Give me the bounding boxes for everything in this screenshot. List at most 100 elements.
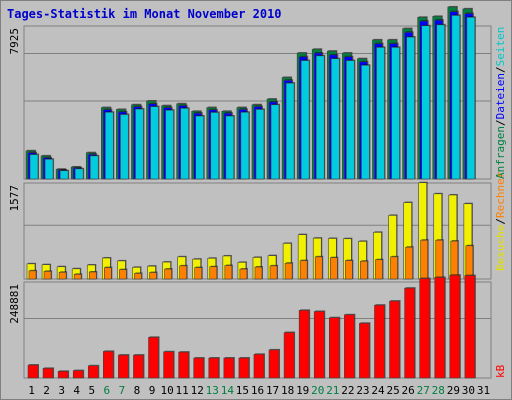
day-label: 22 xyxy=(341,384,354,397)
kb-bar xyxy=(419,278,430,379)
rechner-bar xyxy=(88,271,97,280)
kb-bar xyxy=(449,274,461,379)
seiten-bar xyxy=(120,114,129,180)
panel-2-max-label: 1577 xyxy=(8,185,21,212)
kb-bar xyxy=(253,354,265,379)
rechner-bar xyxy=(119,269,127,280)
rechner-bar xyxy=(28,270,37,280)
rechner-bar xyxy=(345,260,353,280)
kb-bar xyxy=(344,314,355,379)
rechner-bar xyxy=(104,267,112,280)
legend-traffic: kB xyxy=(494,364,507,378)
kb-bar xyxy=(72,370,84,379)
kb-bar xyxy=(42,368,54,379)
rechner-bar xyxy=(224,265,233,280)
day-label: 16 xyxy=(251,384,264,397)
day-label: 31 xyxy=(477,384,490,397)
day-label: 8 xyxy=(134,384,141,397)
rechner-bar xyxy=(149,272,157,280)
kb-bar xyxy=(374,304,385,379)
kb-bar xyxy=(133,354,144,379)
seiten-bar xyxy=(165,109,174,180)
legend-requests-entry: / xyxy=(494,119,507,126)
day-label: 2 xyxy=(43,384,50,397)
seiten-bar xyxy=(330,58,340,180)
seiten-bar xyxy=(240,111,250,180)
seiten-bar xyxy=(150,106,159,180)
rechner-bar xyxy=(284,262,293,280)
kb-bar xyxy=(238,357,250,379)
seiten-bar xyxy=(391,47,400,180)
rechner-bar xyxy=(390,256,398,280)
seiten-bar xyxy=(89,155,99,180)
rechner-bar xyxy=(299,260,308,280)
kb-bar xyxy=(208,357,220,379)
day-label: 30 xyxy=(462,384,475,397)
kb-bar xyxy=(389,300,400,379)
kb-bar xyxy=(163,351,174,379)
legend-visits-entry: Rechner xyxy=(494,171,507,218)
kb-bar xyxy=(27,364,39,379)
rechner-bar xyxy=(194,267,203,280)
day-label: 25 xyxy=(386,384,399,397)
rechner-bar xyxy=(329,257,338,280)
seiten-bar xyxy=(436,24,446,180)
rechner-bar xyxy=(254,266,263,280)
seiten-bar xyxy=(255,109,265,180)
seiten-bar xyxy=(270,104,280,180)
day-label: 21 xyxy=(326,384,339,397)
day-label: 12 xyxy=(191,384,204,397)
day-label: 17 xyxy=(266,384,279,397)
rechner-bar xyxy=(465,245,474,280)
legend-visits-entry: / xyxy=(494,218,507,225)
kb-bar xyxy=(193,357,205,379)
legend-visits-entry: Besuche xyxy=(494,225,507,271)
kb-bar xyxy=(359,322,370,379)
kb-bar xyxy=(87,365,99,379)
kb-bar xyxy=(268,349,280,379)
legend-requests-entry: Dateien xyxy=(494,73,507,119)
rechner-bar xyxy=(179,265,187,280)
seiten-bar xyxy=(225,115,235,180)
legend-requests: Anfragen/Dateien/Seiten xyxy=(494,27,507,179)
rechner-bar xyxy=(134,273,142,280)
panel-1-max-label: 7925 xyxy=(8,28,21,55)
rechner-bar xyxy=(435,239,444,280)
day-label: 1 xyxy=(28,384,35,397)
rechner-bar xyxy=(405,246,413,280)
seiten-bar xyxy=(105,111,114,180)
rechner-bar xyxy=(239,268,248,280)
day-label: 11 xyxy=(176,384,189,397)
kb-bar xyxy=(148,337,159,379)
day-label: 29 xyxy=(447,384,460,397)
kb-bar xyxy=(103,351,114,379)
day-label: 24 xyxy=(371,384,385,397)
seiten-bar xyxy=(59,170,69,180)
seiten-bar xyxy=(44,158,54,180)
day-label: 13 xyxy=(206,384,219,397)
rechner-bar xyxy=(314,256,323,280)
kb-bar xyxy=(464,275,476,379)
day-label: 10 xyxy=(160,384,173,397)
day-label: 9 xyxy=(149,384,156,397)
kb-bar xyxy=(57,371,69,379)
day-label: 18 xyxy=(281,384,294,397)
seiten-bar xyxy=(421,25,430,180)
rechner-bar xyxy=(43,271,52,280)
legend-visits: Besuche/Rechner xyxy=(494,171,507,271)
rechner-bar xyxy=(420,239,428,280)
seiten-bar xyxy=(74,168,84,180)
seiten-bar xyxy=(180,108,189,180)
chart-title: Tages-Statistik im Monat November 2010 xyxy=(7,7,282,21)
day-label: 20 xyxy=(311,384,324,397)
day-label: 26 xyxy=(402,384,415,397)
seiten-bar xyxy=(406,36,415,180)
rechner-bar xyxy=(73,274,82,280)
rechner-bar xyxy=(164,268,172,280)
seiten-bar xyxy=(361,64,370,180)
kb-bar xyxy=(118,354,129,379)
day-label: 4 xyxy=(73,384,80,397)
rechner-bar xyxy=(375,259,383,280)
seiten-bar xyxy=(466,17,476,180)
